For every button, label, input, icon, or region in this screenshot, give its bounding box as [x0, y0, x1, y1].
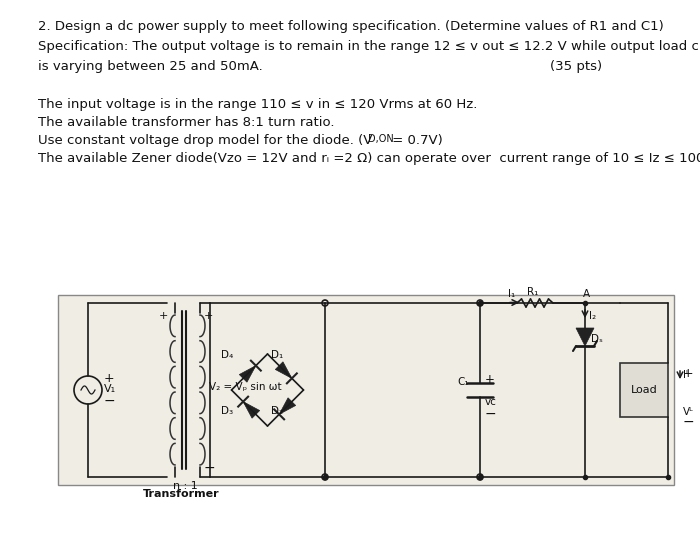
Text: A: A: [583, 289, 590, 299]
Text: Specification: The output voltage is to remain in the range 12 ≤ v out ≤ 12.2 V : Specification: The output voltage is to …: [38, 40, 700, 53]
Text: I₂: I₂: [589, 311, 596, 321]
Text: −: −: [485, 407, 496, 421]
Text: +: +: [104, 372, 115, 385]
Bar: [620, 363, 668, 417]
Polygon shape: [576, 328, 594, 346]
Text: The input voltage is in the range 110 ≤ v in ≤ 120 Vrms at 60 Hz.: The input voltage is in the range 110 ≤ …: [38, 98, 477, 111]
Text: D₂: D₂: [272, 406, 284, 416]
Text: V₂ = Vₚ sin ωt: V₂ = Vₚ sin ωt: [209, 382, 281, 392]
Text: −: −: [204, 461, 216, 475]
Text: Use constant voltage drop model for the diode. (V: Use constant voltage drop model for the …: [38, 134, 372, 147]
Text: +: +: [204, 311, 214, 321]
Polygon shape: [239, 366, 256, 382]
Text: D,ON: D,ON: [368, 134, 393, 144]
Text: Vᴸ: Vᴸ: [683, 407, 694, 417]
Text: Dₛ: Dₛ: [591, 334, 603, 344]
Text: D₄: D₄: [221, 350, 234, 360]
Text: −: −: [683, 415, 694, 429]
Polygon shape: [279, 398, 295, 414]
Bar: [58, 295, 674, 485]
Text: I₁: I₁: [508, 289, 515, 299]
Text: n : 1: n : 1: [173, 481, 197, 491]
Text: The available Zener diode(Vzo = 12V and rᵢ =2 Ω) can operate over  current range: The available Zener diode(Vzo = 12V and …: [38, 152, 700, 165]
Text: Iᴸ: Iᴸ: [683, 370, 689, 380]
Text: R₁: R₁: [527, 287, 538, 297]
Text: 2. Design a dc power supply to meet following specification. (Determine values o: 2. Design a dc power supply to meet foll…: [38, 20, 664, 33]
Text: C₁: C₁: [457, 377, 468, 387]
Text: The available transformer has 8:1 turn ratio.: The available transformer has 8:1 turn r…: [38, 116, 335, 129]
Text: +: +: [683, 367, 694, 380]
Text: (35 pts): (35 pts): [550, 60, 602, 73]
Text: vᴄ: vᴄ: [485, 397, 497, 407]
Text: D₁: D₁: [272, 350, 284, 360]
Text: +: +: [159, 311, 169, 321]
Text: V₁: V₁: [104, 384, 116, 394]
Text: = 0.7V): = 0.7V): [388, 134, 442, 147]
Polygon shape: [275, 362, 292, 379]
Text: −: −: [104, 394, 116, 408]
Text: is varying between 25 and 50mA.: is varying between 25 and 50mA.: [38, 60, 262, 73]
Text: Load: Load: [631, 385, 657, 395]
Text: +: +: [485, 373, 495, 386]
Text: Transformer: Transformer: [143, 489, 220, 499]
Text: D₃: D₃: [221, 406, 234, 416]
Polygon shape: [243, 402, 260, 418]
